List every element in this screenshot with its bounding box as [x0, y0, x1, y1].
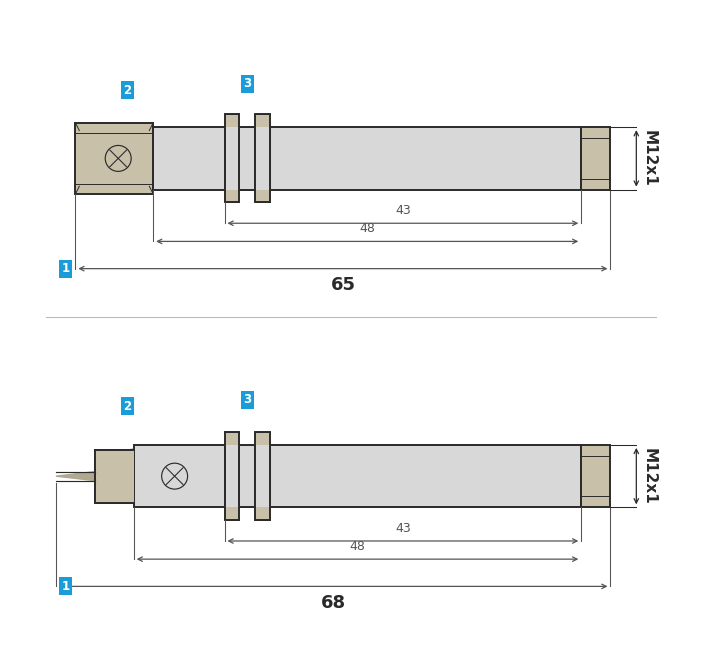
Text: 3: 3 — [243, 393, 251, 406]
Bar — [270, 445, 581, 508]
Text: 1: 1 — [62, 580, 69, 593]
Polygon shape — [56, 472, 95, 481]
Bar — [225, 114, 239, 203]
Text: 48: 48 — [350, 540, 366, 553]
Bar — [255, 114, 270, 203]
Text: 48: 48 — [359, 222, 375, 235]
Bar — [134, 445, 225, 508]
Bar — [75, 123, 153, 194]
Bar — [239, 128, 255, 190]
Bar — [255, 432, 270, 520]
Bar — [153, 128, 225, 190]
Text: 2: 2 — [124, 400, 131, 413]
Text: 3: 3 — [243, 77, 251, 90]
Text: 65: 65 — [331, 276, 355, 294]
Bar — [95, 450, 134, 502]
Text: 43: 43 — [395, 521, 411, 534]
Text: 2: 2 — [124, 84, 131, 97]
Text: M12x1: M12x1 — [642, 448, 657, 504]
Bar — [270, 128, 581, 190]
Text: 43: 43 — [395, 204, 411, 216]
Bar — [226, 445, 238, 508]
Bar — [581, 445, 610, 508]
Bar — [581, 128, 610, 190]
Bar — [95, 450, 134, 502]
Bar — [239, 445, 255, 508]
Bar — [256, 445, 269, 508]
Bar — [256, 128, 269, 190]
Text: 1: 1 — [62, 262, 69, 275]
Bar — [225, 432, 239, 520]
Text: 68: 68 — [321, 594, 345, 611]
Circle shape — [107, 450, 160, 502]
Bar — [226, 128, 238, 190]
Text: M12x1: M12x1 — [642, 130, 657, 187]
